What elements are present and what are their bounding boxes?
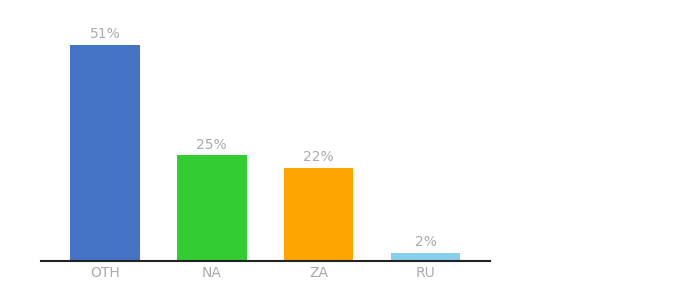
Bar <box>391 253 460 261</box>
Text: 22%: 22% <box>303 150 334 164</box>
Bar <box>177 155 246 261</box>
Text: 25%: 25% <box>197 138 227 152</box>
Text: 51%: 51% <box>90 27 120 41</box>
Bar <box>284 168 354 261</box>
Bar <box>70 45 139 261</box>
Text: 2%: 2% <box>415 235 437 249</box>
